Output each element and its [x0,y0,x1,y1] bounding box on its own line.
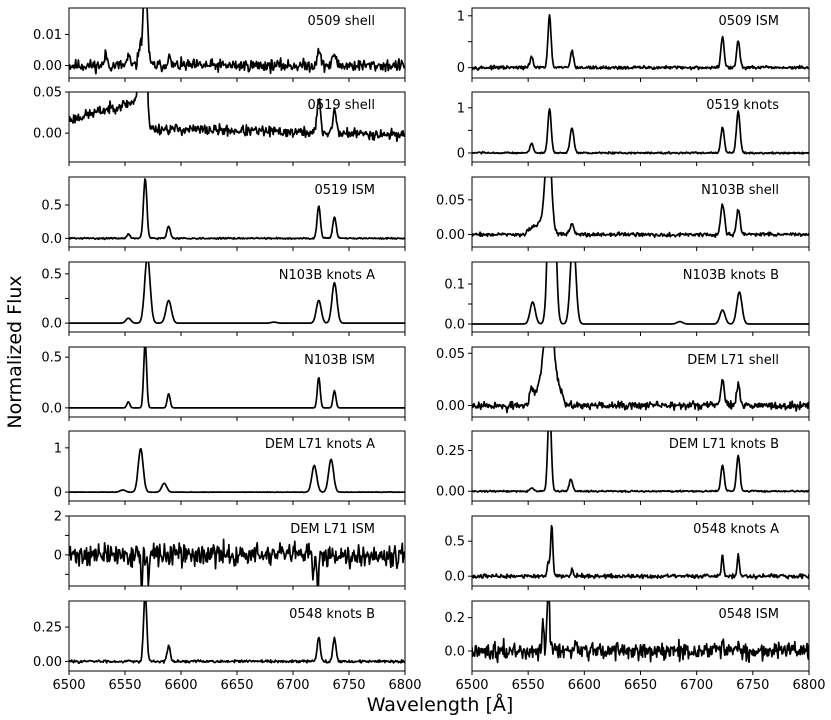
y-tick-label: 0.5 [41,267,62,282]
x-axis-title: Wavelength [Å] [367,693,514,716]
panel-label: 0548 knots B [289,607,375,622]
panel: 0.00 0.25 DEM L71 knots B [436,430,810,505]
y-tick-label: 0.01 [33,28,62,43]
panel: 6500 6550 6600 6650 6700 6750 6800 0.0 0.2 0548 I… [444,600,826,693]
spectrum-line [69,347,405,409]
panel-label: DEM L71 ISM [290,522,375,537]
spectrum-line [472,262,809,325]
spectrum-line [472,601,809,664]
panel: 0.00 0.05 DEM L71 shell [436,346,810,421]
panel: 0.0 0.5 0519 ISM [41,176,406,251]
spectrum-line [69,262,405,324]
x-tick-label: 6600 [568,678,601,693]
y-tick-label: 0.00 [436,485,465,500]
panel: 0 1 0519 knots [457,91,810,166]
x-tick-label: 6600 [164,678,197,693]
y-tick-label: 0.05 [436,347,465,362]
y-axis-title: Normalized Flux [4,275,26,428]
panel-label: 0519 ISM [314,183,375,198]
spectrum-line [472,431,809,494]
panel-label: 0519 knots [706,98,779,113]
y-tick-label: 1 [54,441,62,456]
y-tick-label: 2 [54,510,62,525]
y-tick-label: 0.0 [444,318,465,333]
y-tick-label: 0 [457,61,465,76]
panel-label: 0509 ISM [718,14,779,29]
y-tick-label: 0.05 [33,86,62,101]
panel-label: DEM L71 shell [687,353,779,368]
spectrum-line [69,447,405,494]
y-tick-label: 0.0 [444,570,465,585]
spectrum-line [472,347,809,414]
x-tick-label: 6650 [220,678,253,693]
x-tick-label: 6500 [52,678,85,693]
panel-label: 0548 ISM [718,607,779,622]
x-tick-label: 6750 [736,678,769,693]
panel: 0.00 0.05 N103B shell [436,176,810,251]
panel: 6500 6550 6600 6650 6700 6750 6800 0.00 0.25 0548… [33,600,422,693]
panel-label: N103B shell [701,183,779,198]
panel: 0.0 0.5 N103B ISM [41,346,406,421]
panel: 0.00 0.05 0519 shell [33,86,406,166]
y-tick-label: 0.0 [41,317,62,332]
y-tick-label: 0.05 [436,193,465,208]
panel-label: 0509 shell [308,14,375,29]
y-tick-label: 0.00 [436,399,465,414]
panel-label: 0548 knots A [693,522,779,537]
panel: 0.0 0.5 0548 knots A [444,515,810,590]
y-tick-label: 0.5 [41,199,62,214]
panel-label: N103B knots B [683,268,779,283]
spectrum-line [69,538,405,586]
y-tick-label: 0.5 [41,351,62,366]
x-tick-label: 6550 [512,678,545,693]
spectrum-line [472,14,809,71]
y-tick-label: 0 [54,548,62,563]
x-tick-label: 6650 [624,678,657,693]
x-tick-label: 6800 [388,678,421,693]
y-tick-label: 0.00 [33,127,62,142]
y-tick-label: 0.0 [41,401,62,416]
x-tick-label: 6550 [108,678,141,693]
spectrum-line [69,178,405,241]
x-tick-label: 6500 [455,678,488,693]
y-tick-label: 0.1 [444,278,465,293]
spectrum-line [69,92,405,143]
y-tick-label: 0.00 [33,59,62,74]
y-tick-label: 0.0 [444,645,465,660]
panel: 0 2 DEM L71 ISM [54,510,406,590]
panel: 0.00 0.01 0509 shell [33,7,406,82]
panel-label: DEM L71 knots B [669,437,779,452]
y-tick-label: 0.00 [436,228,465,243]
panel: 0 1 0509 ISM [457,7,810,82]
y-tick-label: 1 [457,101,465,116]
y-tick-label: 0.0 [41,232,62,247]
panel: 0.0 0.1 N103B knots B [444,261,810,336]
spectrum-line [69,8,405,75]
y-tick-label: 0.00 [33,655,62,670]
panel-label: 0519 shell [308,98,375,113]
y-tick-label: 0.5 [444,535,465,550]
panel-label: N103B knots A [279,268,375,283]
x-tick-label: 6700 [680,678,713,693]
x-tick-label: 6800 [792,678,825,693]
x-tick-label: 6700 [276,678,309,693]
y-tick-label: 1 [457,9,465,24]
y-tick-label: 0.25 [436,444,465,459]
panel-label: DEM L71 knots A [265,437,375,452]
spectrum-line [472,524,809,580]
y-tick-label: 0.25 [33,621,62,636]
y-tick-label: 0 [54,486,62,501]
spectrum-line [472,177,809,239]
y-tick-label: 0 [457,146,465,161]
panel-label: N103B ISM [304,353,375,368]
spectrum-line [69,601,405,665]
x-tick-label: 6750 [332,678,365,693]
y-tick-label: 0.2 [444,611,465,626]
panel: 0 1 DEM L71 knots A [54,430,406,505]
panel: 0.0 0.5 N103B knots A [41,261,406,336]
spectrum-line [472,108,809,155]
